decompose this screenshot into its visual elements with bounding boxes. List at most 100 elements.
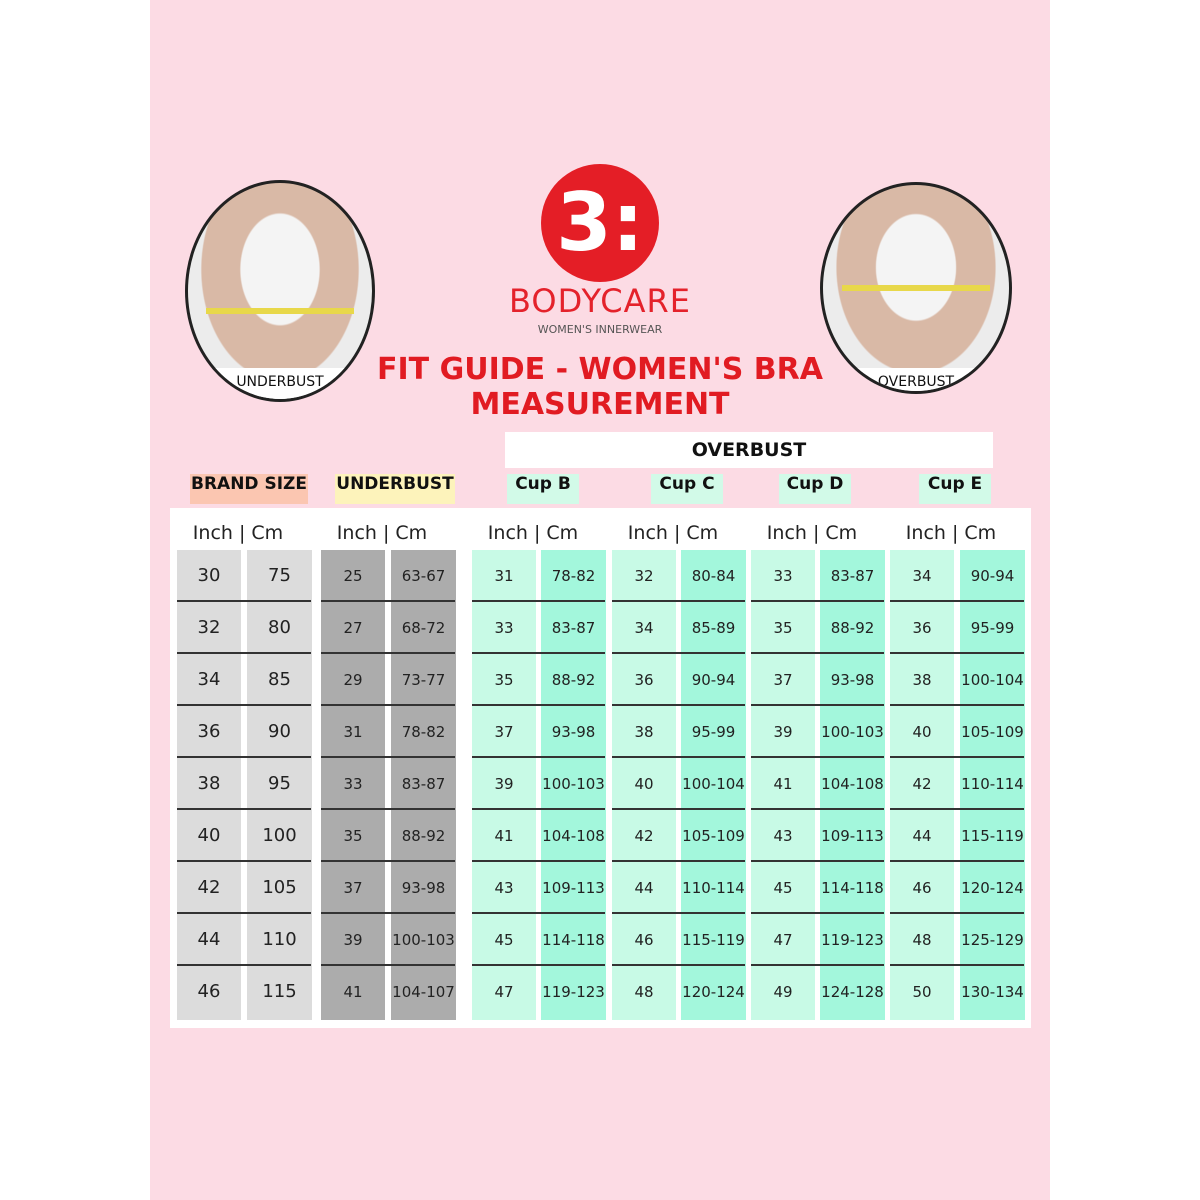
page-title-line2: MEASUREMENT <box>470 387 730 422</box>
row-divider <box>177 912 311 914</box>
unit-header: Inch | Cm <box>766 522 858 544</box>
table-cell: 44 <box>912 827 932 845</box>
table-cell: 120-124 <box>682 983 745 1001</box>
table-cell: 41 <box>343 983 363 1001</box>
row-divider <box>751 912 884 914</box>
table-cell: 39 <box>494 775 514 793</box>
table-cell: 35 <box>773 619 793 637</box>
table-cell: 109-113 <box>542 879 605 897</box>
table-cell: 47 <box>773 931 793 949</box>
table-cell: 45 <box>494 931 514 949</box>
table-cell: 100 <box>262 825 297 846</box>
table-cell: 78-82 <box>401 723 446 741</box>
cup-c-inch-column: 32 34 36 38 40 42 44 46 48 <box>612 550 676 1020</box>
table-cell: 75 <box>268 565 291 586</box>
table-cell: 124-128 <box>821 983 884 1001</box>
table-cell: 90-94 <box>970 567 1015 585</box>
table-cell: 109-113 <box>821 827 884 845</box>
table-cell: 47 <box>494 983 514 1001</box>
cup-c-cm-column: 80-84 85-89 90-94 95-99 100-104 105-109 110-11… <box>681 550 746 1020</box>
table-cell: 104-108 <box>542 827 605 845</box>
unit-header: Inch | Cm <box>192 522 284 544</box>
table-cell: 30 <box>197 565 221 586</box>
table-cell: 25 <box>343 567 363 585</box>
table-cell: 104-107 <box>392 983 455 1001</box>
table-cell: 114-118 <box>542 931 605 949</box>
table-cell: 88-92 <box>830 619 875 637</box>
table-cell: 120-124 <box>961 879 1024 897</box>
table-cell: 44 <box>197 929 221 950</box>
page-title: FIT GUIDE - WOMEN'S BRA <box>377 352 823 387</box>
table-cell: 73-77 <box>401 671 446 689</box>
table-cell: 34 <box>912 567 932 585</box>
row-divider <box>177 652 311 654</box>
row-divider <box>321 964 455 966</box>
row-divider <box>890 860 1024 862</box>
table-cell: 100-103 <box>392 931 455 949</box>
cup-b-cm-column: 78-82 83-87 88-92 93-98 100-103 104-108 109-11… <box>541 550 606 1020</box>
table-cell: 105 <box>262 877 297 898</box>
table-cell: 90 <box>268 721 291 742</box>
row-divider <box>612 600 745 602</box>
row-divider <box>612 652 745 654</box>
table-cell: 95-99 <box>970 619 1015 637</box>
table-cell: 68-72 <box>401 619 446 637</box>
table-cell: 40 <box>912 723 932 741</box>
row-divider <box>321 704 455 706</box>
table-cell: 115-119 <box>682 931 745 949</box>
table-cell: 88-92 <box>551 671 596 689</box>
table-cell: 33 <box>343 775 363 793</box>
table-cell: 46 <box>197 981 221 1002</box>
brand-size-inch-column: 30 32 34 36 38 40 42 44 46 <box>177 550 241 1020</box>
measuring-tape <box>841 285 991 291</box>
table-cell: 80-84 <box>691 567 736 585</box>
row-divider <box>321 808 455 810</box>
table-cell: 41 <box>494 827 514 845</box>
table-cell: 105-109 <box>961 723 1024 741</box>
table-cell: 83-87 <box>830 567 875 585</box>
table-cell: 38 <box>197 773 221 794</box>
row-divider <box>472 964 605 966</box>
measuring-tape <box>206 308 354 314</box>
table-cell: 35 <box>494 671 514 689</box>
brand-size-badge: BRAND SIZE <box>190 474 308 504</box>
table-cell: 37 <box>494 723 514 741</box>
row-divider <box>751 808 884 810</box>
row-divider <box>751 756 884 758</box>
table-cell: 43 <box>494 879 514 897</box>
table-cell: 104-108 <box>821 775 884 793</box>
table-cell: 100-104 <box>961 671 1024 689</box>
row-divider <box>751 964 884 966</box>
underbust-inch-column: 25 27 29 31 33 35 37 39 41 <box>321 550 385 1020</box>
table-cell: 32 <box>634 567 654 585</box>
table-cell: 42 <box>912 775 932 793</box>
underbust-photo-label: UNDERBUST <box>188 368 372 399</box>
cup-b-badge: Cup B <box>507 474 579 504</box>
table-cell: 110-114 <box>682 879 745 897</box>
table-cell: 95 <box>268 773 291 794</box>
table-cell: 130-134 <box>961 983 1024 1001</box>
table-cell: 48 <box>912 931 932 949</box>
row-divider <box>472 756 605 758</box>
table-cell: 38 <box>634 723 654 741</box>
unit-header: Inch | Cm <box>627 522 719 544</box>
table-cell: 40 <box>634 775 654 793</box>
table-cell: 42 <box>197 877 221 898</box>
table-cell: 27 <box>343 619 363 637</box>
bodycare-logo: 3: <box>541 164 659 282</box>
row-divider <box>177 964 311 966</box>
table-cell: 114-118 <box>821 879 884 897</box>
row-divider <box>177 860 311 862</box>
table-cell: 93-98 <box>401 879 446 897</box>
table-cell: 100-103 <box>542 775 605 793</box>
row-divider <box>890 652 1024 654</box>
cup-e-inch-column: 34 36 38 40 42 44 46 48 50 <box>890 550 954 1020</box>
row-divider <box>472 652 605 654</box>
cup-c-badge: Cup C <box>651 474 723 504</box>
table-cell: 31 <box>494 567 514 585</box>
table-cell: 100-104 <box>682 775 745 793</box>
table-cell: 33 <box>773 567 793 585</box>
row-divider <box>751 860 884 862</box>
table-cell: 90-94 <box>691 671 736 689</box>
row-divider <box>612 704 745 706</box>
